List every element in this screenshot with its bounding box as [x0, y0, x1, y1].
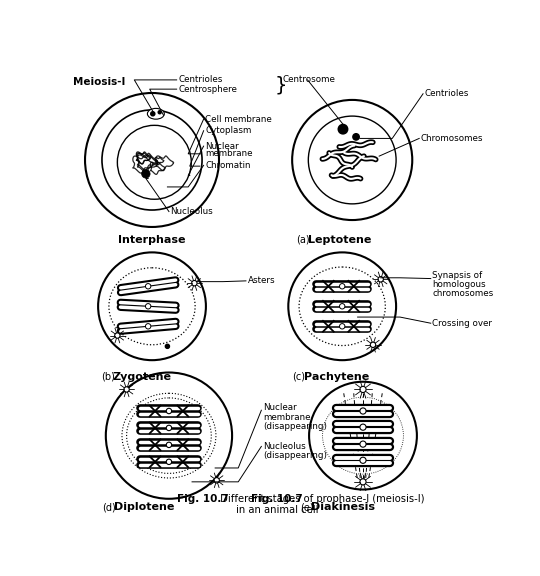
- Text: Fig. 10.7: Fig. 10.7: [251, 494, 302, 504]
- Text: (disappearing): (disappearing): [263, 451, 327, 460]
- Text: Cell membrane: Cell membrane: [205, 115, 272, 124]
- Text: }: }: [274, 75, 287, 94]
- Text: Interphase: Interphase: [118, 234, 186, 245]
- Circle shape: [106, 373, 232, 499]
- Circle shape: [166, 425, 172, 431]
- Circle shape: [114, 333, 120, 338]
- Text: Diakinesis: Diakinesis: [312, 502, 375, 512]
- Text: Pachytene: Pachytene: [303, 372, 369, 382]
- Text: Fig. 10.7: Fig. 10.7: [177, 494, 228, 504]
- Text: chromosomes: chromosomes: [433, 290, 494, 298]
- Circle shape: [340, 304, 345, 309]
- Text: Cytoplasm: Cytoplasm: [205, 126, 252, 135]
- Circle shape: [98, 252, 206, 360]
- Circle shape: [360, 441, 366, 447]
- Circle shape: [85, 93, 219, 227]
- Text: (c): (c): [292, 372, 305, 382]
- Circle shape: [360, 386, 366, 392]
- Circle shape: [117, 126, 191, 199]
- Circle shape: [166, 442, 172, 448]
- Circle shape: [158, 111, 161, 113]
- Text: in an animal cell: in an animal cell: [235, 505, 318, 514]
- Circle shape: [308, 116, 396, 204]
- Circle shape: [309, 382, 417, 490]
- Circle shape: [339, 124, 348, 134]
- Text: Asters: Asters: [247, 276, 275, 285]
- Text: homologous: homologous: [433, 280, 486, 289]
- Circle shape: [340, 283, 345, 289]
- Circle shape: [166, 408, 172, 414]
- Circle shape: [166, 459, 172, 464]
- Circle shape: [353, 134, 359, 140]
- Circle shape: [145, 283, 151, 289]
- Text: membrane: membrane: [263, 412, 310, 422]
- Text: Centrioles: Centrioles: [178, 75, 222, 85]
- Text: Chromatin: Chromatin: [205, 161, 251, 170]
- Circle shape: [378, 276, 383, 282]
- Circle shape: [124, 386, 129, 392]
- Circle shape: [360, 424, 366, 430]
- Text: Chromosomes: Chromosomes: [421, 134, 483, 143]
- Text: Centrosome: Centrosome: [283, 75, 336, 85]
- Circle shape: [340, 324, 345, 329]
- Circle shape: [370, 342, 376, 347]
- Text: Diplotene: Diplotene: [113, 502, 174, 512]
- Text: Crossing over: Crossing over: [433, 319, 492, 328]
- Text: Nucleolus: Nucleolus: [171, 207, 213, 216]
- Text: (b): (b): [101, 372, 115, 382]
- Circle shape: [145, 324, 151, 329]
- Ellipse shape: [147, 108, 164, 119]
- Text: Meiosis-I: Meiosis-I: [73, 77, 125, 87]
- Text: (a): (a): [296, 234, 309, 245]
- Circle shape: [141, 169, 150, 178]
- Circle shape: [165, 344, 170, 348]
- Text: (d): (d): [102, 502, 116, 512]
- Text: Nucleolus: Nucleolus: [263, 442, 306, 451]
- Circle shape: [151, 112, 154, 116]
- Text: membrane: membrane: [205, 149, 253, 158]
- Text: Different stages of prophase-I (meiosis-I): Different stages of prophase-I (meiosis-…: [217, 494, 424, 504]
- Text: Leptotene: Leptotene: [308, 234, 371, 245]
- Text: Centrosphere: Centrosphere: [178, 85, 237, 94]
- Text: Centrioles: Centrioles: [424, 89, 469, 98]
- Circle shape: [288, 252, 396, 360]
- Circle shape: [360, 479, 366, 485]
- Circle shape: [214, 478, 219, 483]
- Text: Nuclear: Nuclear: [263, 403, 296, 412]
- Text: Nuclear: Nuclear: [205, 142, 239, 150]
- Circle shape: [102, 110, 202, 210]
- Circle shape: [360, 408, 366, 414]
- Circle shape: [360, 457, 366, 463]
- Text: (disappearing): (disappearing): [263, 422, 327, 431]
- Circle shape: [192, 281, 197, 286]
- Text: Zygotene: Zygotene: [113, 372, 172, 382]
- Circle shape: [292, 100, 412, 220]
- Text: Synapsis of: Synapsis of: [433, 271, 482, 280]
- Text: (e): (e): [300, 502, 314, 512]
- Circle shape: [145, 304, 151, 309]
